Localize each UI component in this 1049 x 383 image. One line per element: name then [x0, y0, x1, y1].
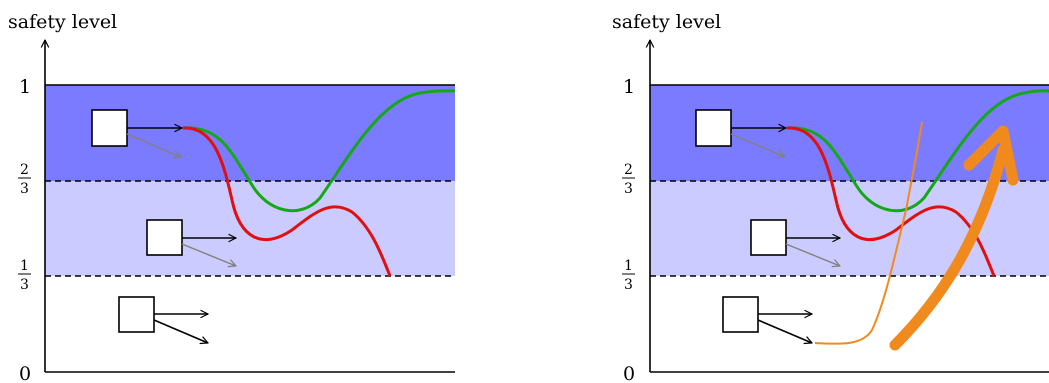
vehicle-box-icon: [750, 219, 787, 256]
vehicle-box-icon: [146, 219, 183, 256]
tick-two-thirds-den: 3: [20, 181, 29, 197]
tick-one-third-num: 1: [20, 258, 29, 274]
motion-arrow-icon: [126, 133, 181, 157]
motion-arrow-icon: [785, 243, 840, 266]
tick-one-third-den: 3: [20, 277, 29, 293]
y-axis-label: safety level: [8, 11, 117, 33]
motion-arrow-icon: [181, 243, 236, 266]
motion-arrow-icon: [757, 319, 812, 343]
y-axis-label: safety level: [612, 11, 721, 33]
tick-zero: 0: [19, 363, 31, 383]
vehicle-box-icon: [722, 296, 759, 333]
recovery-arrow-icon: [889, 125, 1019, 351]
vehicle-box-icon: [118, 296, 155, 333]
tick-one-third-num: 1: [624, 258, 633, 274]
vehicle-box-icon: [91, 109, 128, 147]
tick-two-thirds-den: 3: [624, 181, 633, 197]
vehicle-box-icon: [695, 109, 732, 147]
tick-two-thirds-num: 2: [624, 162, 633, 178]
green-curve: [182, 89, 456, 213]
tick-zero: 0: [623, 363, 635, 383]
band-mid: [45, 181, 455, 276]
motion-arrow-icon: [153, 319, 208, 343]
tick-two-thirds-num: 2: [20, 162, 29, 178]
orange-recovery-curve: [814, 121, 923, 345]
tick-one-third-den: 3: [624, 277, 633, 293]
red-curve: [786, 126, 996, 277]
panel-right: safety level 1 2 3 1 3 0: [612, 11, 1049, 383]
tick-one: 1: [19, 76, 31, 98]
panel-left: safety level 1 2 3 1 3 0: [8, 11, 456, 383]
green-curve: [786, 89, 1049, 213]
tick-one: 1: [623, 76, 635, 98]
motion-arrow-icon: [730, 133, 785, 157]
red-curve: [182, 126, 392, 277]
